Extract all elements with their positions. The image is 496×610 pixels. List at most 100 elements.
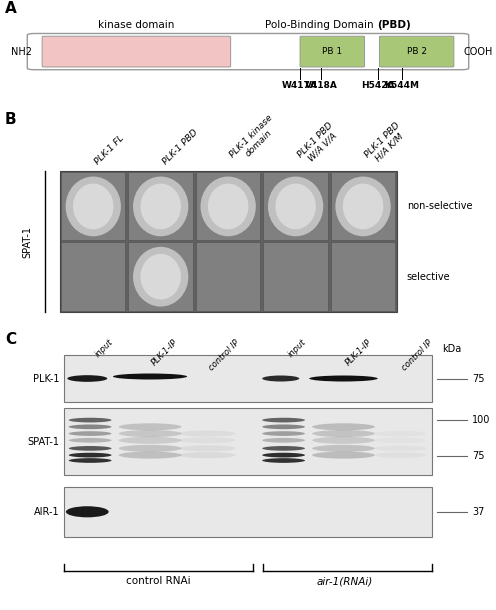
Ellipse shape xyxy=(69,418,112,423)
Text: kDa: kDa xyxy=(442,344,462,354)
Ellipse shape xyxy=(268,176,323,236)
Ellipse shape xyxy=(69,425,112,429)
Text: 100: 100 xyxy=(472,415,491,425)
Ellipse shape xyxy=(113,373,187,379)
Bar xyxy=(128,242,193,310)
Text: 75: 75 xyxy=(472,373,485,384)
Ellipse shape xyxy=(375,431,426,436)
Ellipse shape xyxy=(69,438,112,443)
Text: air-1(RNAi): air-1(RNAi) xyxy=(316,576,373,586)
Ellipse shape xyxy=(69,458,112,463)
Ellipse shape xyxy=(200,176,256,236)
Ellipse shape xyxy=(69,446,112,451)
FancyBboxPatch shape xyxy=(27,34,469,70)
Ellipse shape xyxy=(312,430,375,437)
Ellipse shape xyxy=(375,452,426,458)
Ellipse shape xyxy=(119,430,182,437)
Text: H542A: H542A xyxy=(361,81,395,90)
Ellipse shape xyxy=(179,431,236,437)
Ellipse shape xyxy=(262,376,299,381)
Text: C: C xyxy=(5,332,16,347)
Ellipse shape xyxy=(312,451,375,459)
Text: (PBD): (PBD) xyxy=(377,20,411,30)
Ellipse shape xyxy=(179,445,236,451)
Text: K544M: K544M xyxy=(384,81,419,90)
Text: V418A: V418A xyxy=(305,81,338,90)
Ellipse shape xyxy=(312,423,375,431)
Text: W417A: W417A xyxy=(282,81,318,90)
Ellipse shape xyxy=(119,445,182,452)
Ellipse shape xyxy=(262,453,305,458)
Ellipse shape xyxy=(73,184,114,229)
Ellipse shape xyxy=(275,184,316,229)
FancyBboxPatch shape xyxy=(42,36,231,67)
Text: PLK-1 PBD
H/A K/M: PLK-1 PBD H/A K/M xyxy=(363,121,409,167)
Ellipse shape xyxy=(67,375,107,382)
Ellipse shape xyxy=(262,425,305,429)
Text: PB 1: PB 1 xyxy=(322,47,342,56)
Bar xyxy=(128,172,193,240)
Ellipse shape xyxy=(262,458,305,463)
Ellipse shape xyxy=(262,438,305,443)
Ellipse shape xyxy=(262,431,305,436)
Bar xyxy=(64,487,432,537)
Bar xyxy=(263,172,328,240)
Bar xyxy=(60,171,397,312)
Ellipse shape xyxy=(133,176,188,236)
FancyBboxPatch shape xyxy=(300,36,365,67)
Ellipse shape xyxy=(119,451,182,459)
Bar xyxy=(61,172,125,240)
Bar xyxy=(263,242,328,310)
Ellipse shape xyxy=(375,445,426,451)
Ellipse shape xyxy=(69,431,112,436)
Ellipse shape xyxy=(119,423,182,431)
Text: PLK-1-IP: PLK-1-IP xyxy=(343,338,373,368)
Ellipse shape xyxy=(262,446,305,451)
Ellipse shape xyxy=(119,437,182,444)
Bar xyxy=(196,172,260,240)
Text: Polo-Binding Domain: Polo-Binding Domain xyxy=(265,20,377,30)
Text: PLK-1 FL: PLK-1 FL xyxy=(93,134,126,167)
Text: SPAT-1: SPAT-1 xyxy=(22,226,32,257)
Ellipse shape xyxy=(375,437,426,443)
Text: input: input xyxy=(287,338,308,359)
Ellipse shape xyxy=(335,176,391,236)
Text: SPAT-1: SPAT-1 xyxy=(27,437,60,447)
Text: PLK-1 kinase
domain: PLK-1 kinase domain xyxy=(228,113,282,167)
Ellipse shape xyxy=(66,506,109,517)
Text: 37: 37 xyxy=(472,507,485,517)
Text: AIR-1: AIR-1 xyxy=(34,507,60,517)
Text: PLK-1: PLK-1 xyxy=(33,373,60,384)
Text: A: A xyxy=(5,1,17,16)
Text: B: B xyxy=(5,112,16,127)
Ellipse shape xyxy=(310,376,378,381)
Text: PB 2: PB 2 xyxy=(407,47,427,56)
Bar xyxy=(64,354,432,403)
Ellipse shape xyxy=(208,184,248,229)
Ellipse shape xyxy=(140,254,181,300)
Text: non-selective: non-selective xyxy=(407,201,472,212)
Text: PLK-1-IP: PLK-1-IP xyxy=(150,338,180,368)
Ellipse shape xyxy=(179,452,236,458)
Ellipse shape xyxy=(262,418,305,423)
Ellipse shape xyxy=(343,184,383,229)
Text: PLK-1 PBD
W/A V/A: PLK-1 PBD W/A V/A xyxy=(296,121,342,167)
Bar xyxy=(64,408,432,475)
Bar xyxy=(331,172,395,240)
Ellipse shape xyxy=(312,445,375,452)
Bar xyxy=(331,242,395,310)
Ellipse shape xyxy=(312,437,375,444)
Text: control RNAi: control RNAi xyxy=(126,576,191,586)
Ellipse shape xyxy=(140,184,181,229)
Text: selective: selective xyxy=(407,271,450,282)
Bar xyxy=(61,242,125,310)
Text: control IP: control IP xyxy=(401,338,434,372)
Text: kinase domain: kinase domain xyxy=(98,20,175,30)
Text: 75: 75 xyxy=(472,451,485,461)
FancyBboxPatch shape xyxy=(379,36,454,67)
Ellipse shape xyxy=(179,437,236,443)
Ellipse shape xyxy=(69,453,112,458)
Text: PLK-1 PBD: PLK-1 PBD xyxy=(161,128,199,167)
Bar xyxy=(196,242,260,310)
Text: input: input xyxy=(93,338,115,359)
